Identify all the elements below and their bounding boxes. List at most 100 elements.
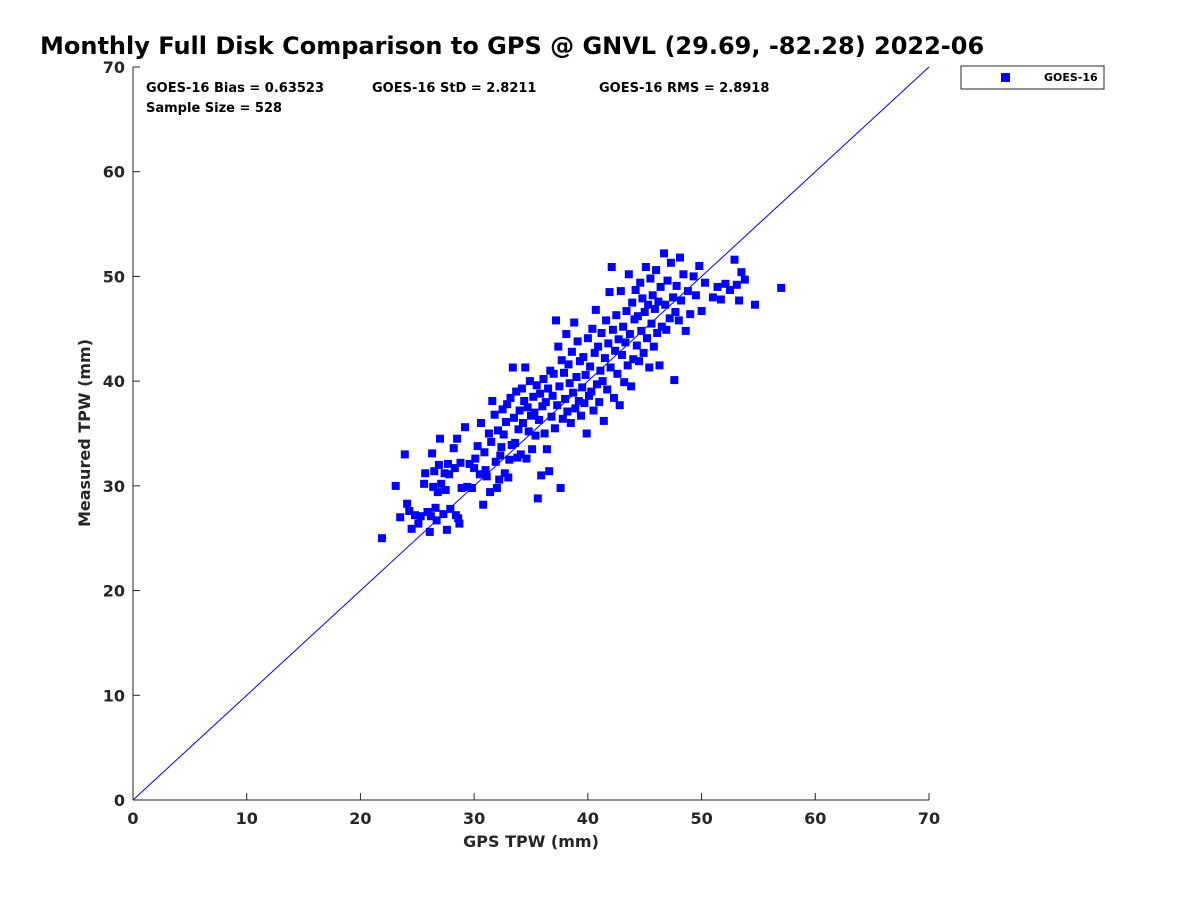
- data-point: [487, 437, 496, 446]
- data-point: [396, 513, 405, 522]
- data-point: [492, 484, 501, 492]
- rms-annotation: GOES-16 RMS = 2.8918: [599, 81, 769, 96]
- data-point: [540, 429, 549, 438]
- data-point: [495, 475, 504, 484]
- data-point: [437, 479, 446, 488]
- data-point: [465, 459, 474, 468]
- data-point: [656, 282, 665, 291]
- data-point: [599, 416, 608, 425]
- data-point: [681, 326, 690, 335]
- data-point: [544, 384, 553, 393]
- data-point: [461, 423, 469, 432]
- data-point: [549, 369, 558, 378]
- data-point: [524, 427, 533, 436]
- data-point: [697, 307, 706, 315]
- data-point: [672, 281, 681, 290]
- data-point: [586, 362, 595, 371]
- data-point: [587, 387, 596, 396]
- data-point: [557, 356, 566, 365]
- data-point: [560, 368, 568, 377]
- data-point: [552, 316, 560, 325]
- data-point: [713, 282, 722, 291]
- data-point: [691, 291, 700, 300]
- data-point: [564, 360, 573, 369]
- data-point: [655, 361, 664, 370]
- data-point: [606, 363, 615, 372]
- data-point: [484, 429, 493, 438]
- data-point: [537, 471, 546, 480]
- data-point: [590, 348, 599, 357]
- data-point: [566, 419, 575, 427]
- data-point: [665, 314, 674, 323]
- data-point: [403, 499, 412, 508]
- data-point: [442, 525, 451, 534]
- data-point: [620, 378, 629, 387]
- data-point: [683, 287, 692, 296]
- data-point: [629, 355, 638, 364]
- data-point: [608, 325, 617, 334]
- data-point: [649, 342, 658, 351]
- data-point: [426, 512, 435, 521]
- y-tick-label: 70: [103, 58, 125, 77]
- data-point: [450, 464, 459, 473]
- data-point: [619, 322, 628, 331]
- data-point: [432, 516, 441, 525]
- data-point: [530, 408, 539, 417]
- data-points: [378, 249, 786, 543]
- sample-size-annotation: Sample Size = 528: [146, 101, 282, 116]
- data-point: [494, 426, 502, 435]
- data-point: [574, 397, 583, 405]
- data-point: [671, 308, 680, 316]
- data-point: [580, 399, 589, 408]
- data-point: [561, 394, 570, 403]
- data-point: [622, 307, 631, 315]
- data-point: [583, 334, 592, 343]
- data-point: [444, 459, 452, 468]
- data-point: [735, 296, 744, 305]
- legend-box: [960, 65, 1105, 90]
- data-point: [378, 534, 386, 543]
- data-point: [553, 401, 562, 410]
- data-point: [575, 357, 584, 366]
- axes: 0 10 20 30 40 50 60 70 0 10 20 30 40 50 60 70: [103, 58, 940, 828]
- legend-label: GOES-16: [1044, 71, 1098, 84]
- data-point: [674, 316, 683, 325]
- data-point: [488, 397, 497, 405]
- y-tick-label: 40: [103, 372, 125, 391]
- y-tick-label: 10: [103, 686, 125, 705]
- data-point: [582, 429, 591, 438]
- data-point: [604, 339, 613, 348]
- data-point: [541, 398, 550, 407]
- data-point: [613, 369, 622, 378]
- data-point: [740, 275, 749, 284]
- data-point: [481, 466, 490, 475]
- data-point: [677, 296, 686, 305]
- legend: GOES-16: [960, 65, 1105, 90]
- data-point: [436, 434, 444, 443]
- data-point: [686, 310, 695, 319]
- x-tick-label: 0: [127, 809, 138, 828]
- data-point: [573, 337, 582, 346]
- data-point: [517, 384, 526, 393]
- data-point: [732, 280, 741, 289]
- data-point: [588, 324, 597, 333]
- data-point: [616, 287, 625, 296]
- data-point: [528, 445, 537, 454]
- data-point: [657, 322, 666, 331]
- data-point: [643, 334, 651, 343]
- data-point: [454, 514, 463, 523]
- data-point: [416, 512, 425, 521]
- data-point: [579, 353, 588, 362]
- data-point: [737, 268, 746, 277]
- data-point: [633, 312, 642, 321]
- data-point: [535, 415, 543, 424]
- data-point: [505, 455, 514, 464]
- data-point: [502, 418, 510, 426]
- data-point: [662, 325, 671, 334]
- data-point: [600, 354, 609, 363]
- data-point: [490, 410, 499, 419]
- x-tick-label: 10: [236, 809, 258, 828]
- x-tick-label: 60: [804, 809, 826, 828]
- data-point: [666, 258, 675, 267]
